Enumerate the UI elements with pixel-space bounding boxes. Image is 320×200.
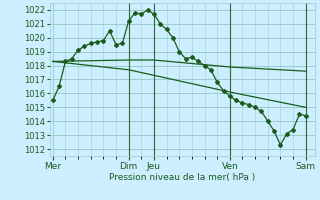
X-axis label: Pression niveau de la mer( hPa ): Pression niveau de la mer( hPa ) [109,173,256,182]
